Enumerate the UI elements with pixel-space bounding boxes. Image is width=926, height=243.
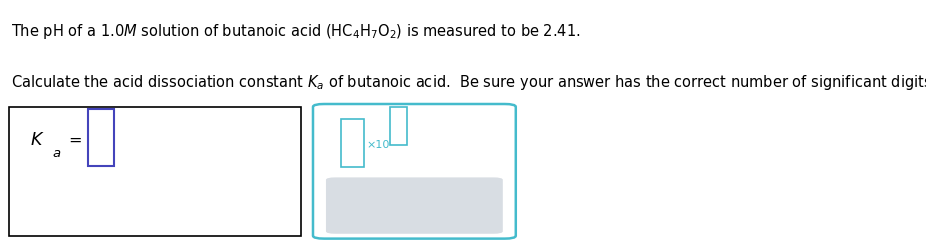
Text: =: = xyxy=(69,133,82,148)
Bar xyxy=(341,119,364,167)
Text: $\it{a}$: $\it{a}$ xyxy=(52,147,61,160)
Bar xyxy=(9,107,301,236)
Bar xyxy=(390,106,407,145)
Text: ✕: ✕ xyxy=(376,198,389,213)
Text: Calculate the acid dissociation constant $\it{K}_{\it{a}}$ of butanoic acid.  Be: Calculate the acid dissociation constant… xyxy=(11,73,926,92)
Text: ×10: ×10 xyxy=(367,140,390,150)
FancyBboxPatch shape xyxy=(313,104,516,239)
Text: The pH of a 1.0$\it{M}$ solution of butanoic acid $\left(\rm{HC_4H_7O_2}\right)$: The pH of a 1.0$\it{M}$ solution of buta… xyxy=(11,22,581,41)
Text: $\it{K}$: $\it{K}$ xyxy=(30,131,44,149)
FancyBboxPatch shape xyxy=(326,177,503,234)
Bar xyxy=(88,109,114,166)
Text: ↺: ↺ xyxy=(442,197,457,215)
